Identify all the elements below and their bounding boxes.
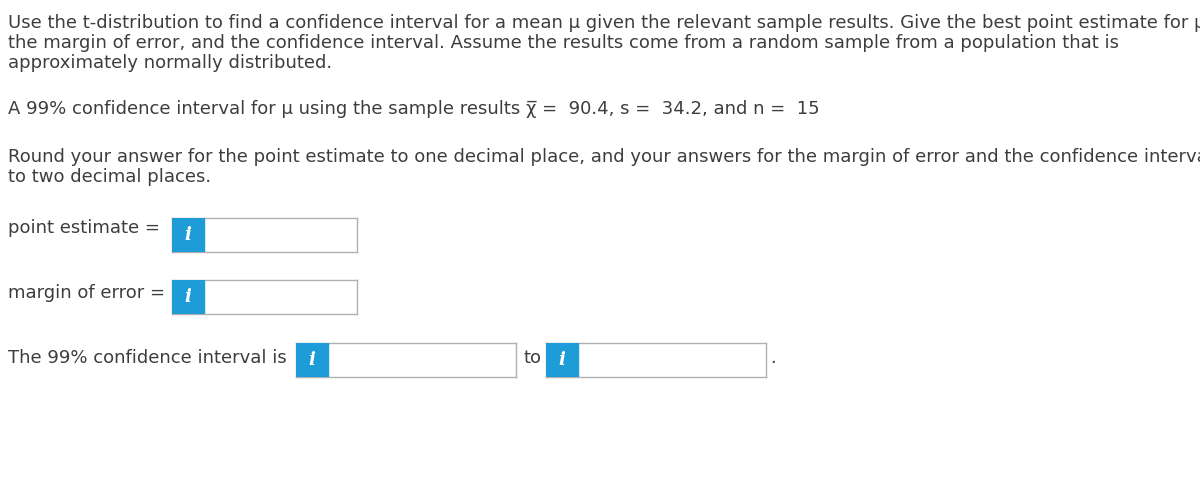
Bar [296, 343, 328, 377]
Text: .: . [770, 349, 775, 367]
Text: Use the t-distribution to find a confidence interval for a mean μ given the rele: Use the t-distribution to find a confide… [8, 14, 1200, 32]
Text: approximately normally distributed.: approximately normally distributed. [8, 54, 332, 72]
Text: i: i [558, 351, 565, 369]
Text: point estimate =: point estimate = [8, 219, 166, 237]
Text: i: i [185, 288, 192, 306]
Text: Round your answer for the point estimate to one decimal place, and your answers : Round your answer for the point estimate… [8, 148, 1200, 166]
Text: to: to [524, 349, 542, 367]
Text: The 99% confidence interval is: The 99% confidence interval is [8, 349, 287, 367]
Bar [546, 343, 578, 377]
Text: margin of error =: margin of error = [8, 284, 170, 302]
Text: i: i [308, 351, 316, 369]
Text: A 99% confidence interval for μ using the sample results χ̅ =  90.4, s =  34.2, : A 99% confidence interval for μ using th… [8, 100, 820, 118]
Bar [172, 218, 204, 252]
Text: to two decimal places.: to two decimal places. [8, 168, 211, 186]
Text: i: i [185, 226, 192, 244]
Text: the margin of error, and the confidence interval. Assume the results come from a: the margin of error, and the confidence … [8, 34, 1120, 52]
Bar [172, 280, 204, 314]
